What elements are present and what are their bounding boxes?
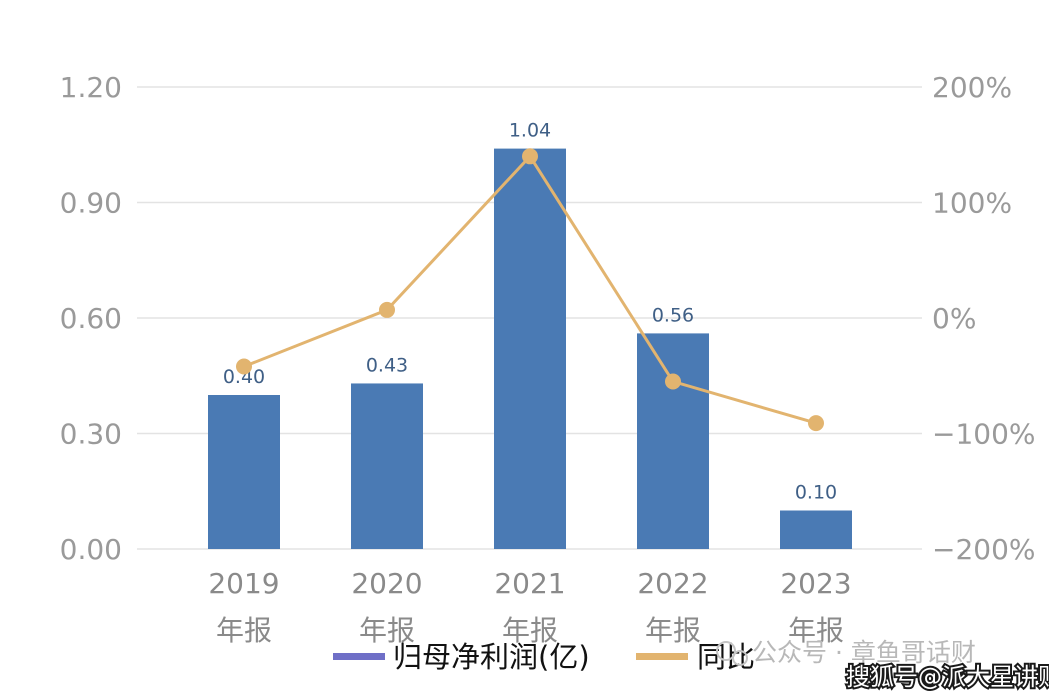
watermark: 公众号 · 章鱼哥话财 搜狐号@派大星讲财 (716, 638, 1049, 693)
line-point (236, 358, 252, 375)
bar (780, 510, 852, 549)
legend-bar-label: 归母净利润(亿) (393, 640, 590, 674)
legend: 归母净利润(亿) 同比 (333, 640, 755, 674)
y2-tick-label: 100% (932, 187, 1012, 220)
y-tick-label: 0.60 (60, 302, 122, 335)
x-tick-label: 2023 (780, 567, 851, 600)
legend-line-swatch (636, 653, 688, 660)
bar-value-label: 1.04 (509, 120, 551, 142)
x-tick-label: 2020 (351, 567, 422, 600)
wechat-icon (716, 641, 748, 666)
bar (351, 383, 423, 549)
bar-value-label: 0.40 (223, 366, 265, 388)
x-tick-label: 年报 (502, 614, 558, 647)
y2-tick-label: 200% (932, 71, 1012, 104)
y2-tick-label: −200% (932, 533, 1036, 566)
line-point (379, 301, 395, 318)
y-tick-label: 0.30 (60, 418, 122, 451)
x-tick-label: 年报 (359, 614, 415, 647)
x-tick-label: 年报 (645, 614, 701, 647)
bar (494, 148, 566, 549)
x-axis-ticks: 2019 年报 2020 年报 2021 年报 2022 年报 2023 年报 (208, 567, 851, 647)
line-point (665, 373, 681, 390)
line-point (808, 415, 824, 432)
bar-value-label: 0.43 (366, 354, 408, 376)
y2-tick-label: 0% (932, 302, 976, 335)
legend-line-label: 同比 (697, 640, 755, 674)
right-axis-ticks: −200% −100% 0% 100% 200% (932, 71, 1036, 566)
x-tick-label: 2022 (637, 567, 708, 600)
bar (637, 333, 709, 549)
y-tick-label: 0.90 (60, 187, 122, 220)
watermark-text: 公众号 · 章鱼哥话财 (752, 638, 976, 667)
x-tick-label: 年报 (788, 614, 844, 647)
bar-value-label: 0.10 (795, 482, 837, 504)
y2-tick-label: −100% (932, 418, 1036, 451)
line-series (236, 148, 824, 432)
line-point (522, 148, 538, 165)
bar-data-labels: 0.40 0.43 1.04 0.56 0.10 (223, 120, 837, 504)
y-tick-label: 1.20 (60, 71, 122, 104)
left-axis-ticks: 0.00 0.30 0.60 0.90 1.20 (60, 71, 122, 566)
legend-bar-swatch (333, 653, 385, 660)
watermark-text-2: 搜狐号@派大星讲财 (846, 663, 1049, 691)
x-tick-label: 2019 (208, 567, 279, 600)
x-tick-label: 2021 (494, 567, 565, 600)
bar (208, 395, 280, 549)
bar-value-label: 0.56 (652, 304, 694, 326)
x-tick-label: 年报 (216, 614, 272, 647)
bar-series (208, 148, 852, 549)
y-tick-label: 0.00 (60, 533, 122, 566)
